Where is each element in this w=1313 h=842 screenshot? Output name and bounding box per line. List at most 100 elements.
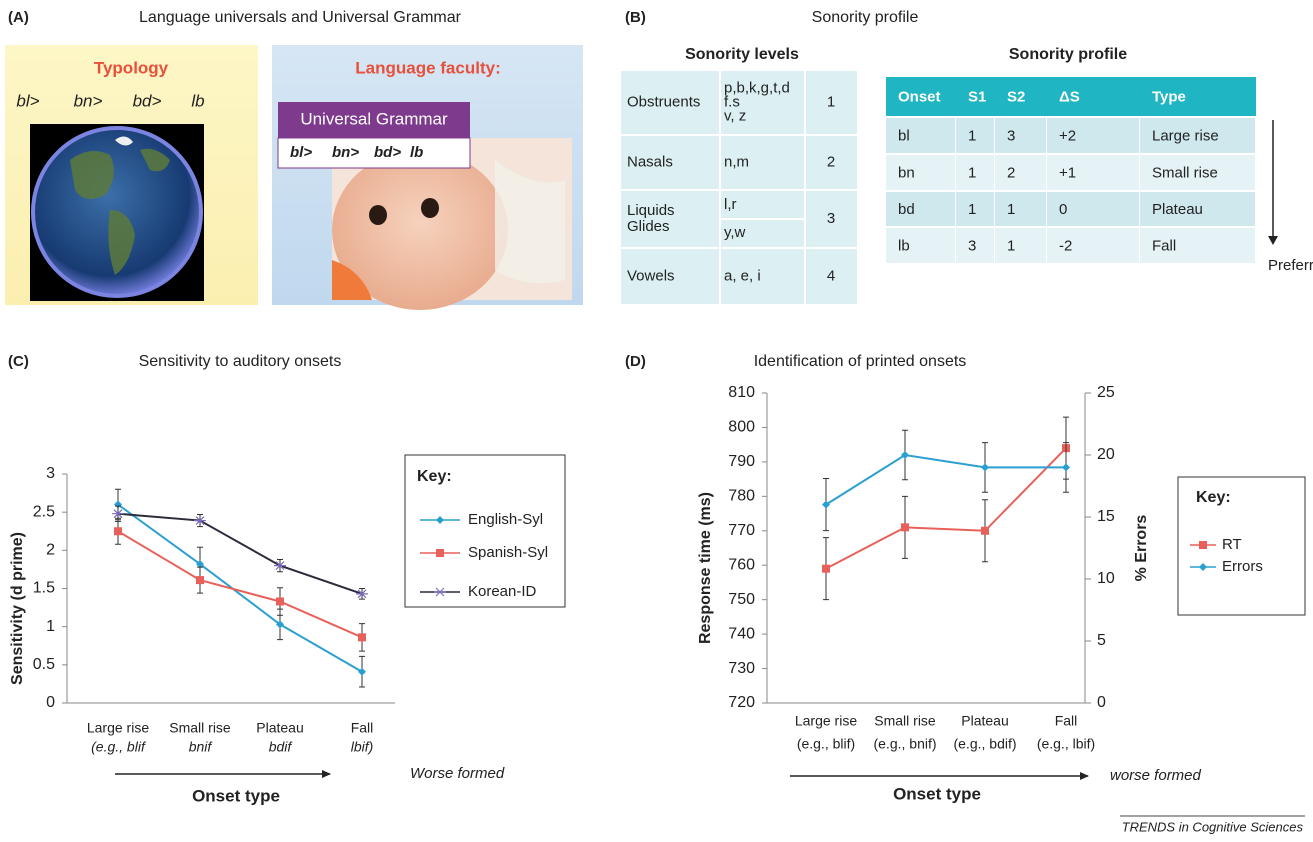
chart-title: Sensitivity to auditory onsets xyxy=(139,353,342,370)
cell: 1 xyxy=(968,201,976,218)
onset: bl> xyxy=(290,144,312,161)
x-tick-label: Small rise xyxy=(169,720,231,736)
marker xyxy=(1062,463,1070,472)
cell: +1 xyxy=(1059,164,1076,181)
note: Worse formed xyxy=(410,765,505,782)
cell: bd xyxy=(898,201,915,218)
x-tick-label: Plateau xyxy=(256,720,303,736)
table-cell xyxy=(995,118,1046,153)
baby-blanket xyxy=(332,260,372,300)
table-cell xyxy=(1140,118,1255,153)
table-cell xyxy=(621,191,719,247)
sonority-class: Nasals xyxy=(627,153,673,170)
legend-label: RT xyxy=(1222,536,1242,553)
cell: Fall xyxy=(1152,237,1176,254)
series-line xyxy=(825,447,1067,570)
onset: bd> xyxy=(133,91,162,110)
y-tick-label: 750 xyxy=(728,591,755,608)
header: Onset xyxy=(898,88,941,105)
x-tick-label: (e.g., bnif) xyxy=(873,736,936,752)
x-tick-label: Fall xyxy=(351,720,374,736)
table-cell xyxy=(621,249,719,304)
legend-label: Spanish-Syl xyxy=(468,544,548,561)
onset: bn> xyxy=(332,144,359,161)
marker xyxy=(276,597,284,606)
y-tick-label: 2 xyxy=(46,542,55,559)
marker xyxy=(822,500,830,509)
table-cell xyxy=(956,228,994,263)
y-tick-label: 790 xyxy=(728,453,755,470)
grammar-banner xyxy=(278,102,470,138)
legend-box xyxy=(404,454,566,608)
x-label: Onset type xyxy=(192,786,280,805)
marker xyxy=(274,561,286,571)
cell: Small rise xyxy=(1152,164,1218,181)
level: 3 xyxy=(827,210,835,227)
y-label: Sensitivity (d prime) xyxy=(9,532,26,685)
typology-title: Typology xyxy=(94,58,169,77)
table-cell xyxy=(956,155,994,190)
segments: l,r xyxy=(724,196,737,213)
header: Type xyxy=(1152,88,1186,105)
x-tick-label: (e.g., blif) xyxy=(797,736,855,752)
table-cell xyxy=(1140,155,1255,190)
x-tick-label: lbif) xyxy=(351,739,374,755)
level: 1 xyxy=(827,93,835,110)
x-label: Onset type xyxy=(893,784,981,803)
x-tick-label: Plateau xyxy=(961,713,1008,729)
baby-blanket xyxy=(495,160,565,284)
onset: lb xyxy=(191,91,204,110)
y-tick-label: 1 xyxy=(46,618,55,635)
header: S1 xyxy=(968,88,986,105)
panel-label: (B) xyxy=(625,9,646,26)
arrow-head xyxy=(1080,772,1089,780)
marker xyxy=(358,667,366,676)
sonority-class: Liquids xyxy=(627,202,675,219)
table-cell xyxy=(1047,155,1139,190)
marker xyxy=(112,509,124,519)
cell: 1 xyxy=(968,164,976,181)
cell: bl xyxy=(898,127,910,144)
segments: v, z xyxy=(724,107,746,124)
segments: a, e, i xyxy=(724,267,761,284)
table-cell xyxy=(886,192,955,226)
marker xyxy=(901,451,909,459)
x-tick-label: (e.g., lbif) xyxy=(1037,736,1095,752)
table-cell xyxy=(1047,192,1139,226)
cell: 2 xyxy=(1007,164,1015,181)
y-label: Response time (ms) xyxy=(697,492,714,644)
marker xyxy=(114,527,122,536)
table-cell xyxy=(721,71,804,134)
y-tick-label: 2.5 xyxy=(33,503,55,520)
marker xyxy=(1199,563,1207,571)
marker xyxy=(434,587,446,597)
marker xyxy=(981,526,989,535)
marker xyxy=(196,560,204,569)
cell: Plateau xyxy=(1152,201,1203,218)
panel-title: Language universals and Universal Gramma… xyxy=(139,9,462,26)
level: 2 xyxy=(827,153,835,170)
cell: 3 xyxy=(968,237,976,254)
onset: bd> xyxy=(374,144,401,161)
series-line xyxy=(117,503,363,673)
panel-label: (C) xyxy=(8,353,29,370)
header-cell xyxy=(995,77,1047,116)
y-tick-label: 720 xyxy=(728,694,755,711)
globe-ice xyxy=(115,136,133,146)
baby-eye xyxy=(421,198,439,218)
table-cell xyxy=(721,136,804,189)
series-line xyxy=(117,512,363,595)
table-title: Sonority levels xyxy=(685,46,799,63)
y2-tick-label: 0 xyxy=(1097,694,1106,711)
grammar-title: Universal Grammar xyxy=(300,109,448,128)
table-cell xyxy=(1047,118,1139,153)
header-cell xyxy=(956,77,995,116)
legend-label: Errors xyxy=(1222,558,1263,575)
y-tick-label: 730 xyxy=(728,660,755,677)
marker xyxy=(194,516,206,525)
cell: lb xyxy=(898,237,910,254)
y2-tick-label: 20 xyxy=(1097,446,1115,463)
grammar-rules xyxy=(277,137,471,169)
header: ΔS xyxy=(1059,88,1080,105)
